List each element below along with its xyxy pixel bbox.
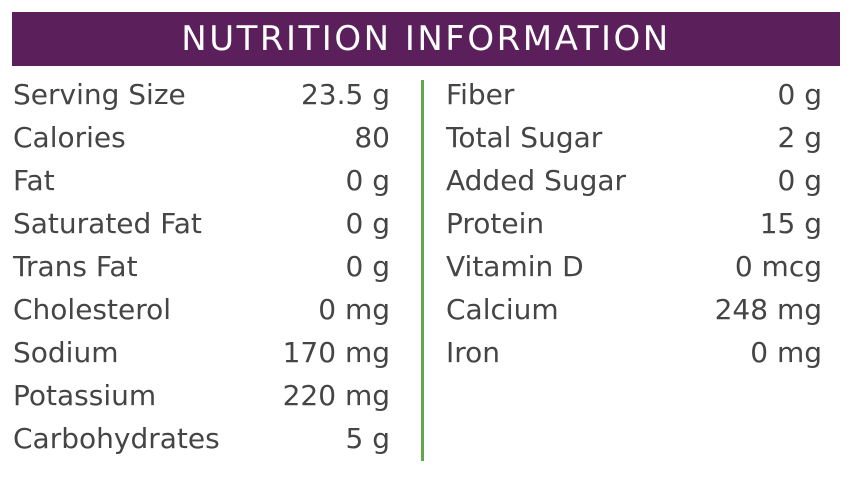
nutrient-value: 248 mg bbox=[714, 293, 822, 326]
nutrient-label: Saturated Fat bbox=[13, 207, 202, 240]
nutrient-label: Iron bbox=[446, 336, 501, 369]
nutrient-value: 170 mg bbox=[282, 336, 390, 369]
nutrient-label: Total Sugar bbox=[446, 121, 603, 154]
nutrient-label: Carbohydrates bbox=[13, 422, 220, 455]
nutrient-label: Serving Size bbox=[13, 78, 186, 111]
nutrient-value: 0 g bbox=[777, 78, 823, 111]
nutrient-value: 0 g bbox=[345, 250, 391, 283]
nutrient-value: 0 mg bbox=[318, 293, 390, 326]
nutrient-label: Potassium bbox=[13, 379, 157, 412]
nutrient-value: 5 g bbox=[345, 422, 391, 455]
nutrient-label: Sodium bbox=[13, 336, 119, 369]
nutrient-value: 0 mg bbox=[750, 336, 822, 369]
nutrient-value: 0 mcg bbox=[734, 250, 822, 283]
nutrient-label: Fat bbox=[13, 164, 55, 197]
nutrient-label: Trans Fat bbox=[13, 250, 138, 283]
nutrient-label: Vitamin D bbox=[446, 250, 584, 283]
nutrient-value: 220 mg bbox=[282, 379, 390, 412]
nutrient-label: Calories bbox=[13, 121, 126, 154]
column-divider bbox=[421, 80, 424, 461]
nutrient-label: Protein bbox=[446, 207, 545, 240]
nutrient-value: 15 g bbox=[759, 207, 822, 240]
nutrient-value: 0 g bbox=[777, 164, 823, 197]
nutrient-value: 80 bbox=[354, 121, 390, 154]
nutrient-value: 0 g bbox=[345, 164, 391, 197]
nutrient-value: 0 g bbox=[345, 207, 391, 240]
nutrient-value: 2 g bbox=[777, 121, 823, 154]
nutrient-label: Fiber bbox=[446, 78, 515, 111]
nutrient-value: 23.5 g bbox=[300, 78, 390, 111]
banner-title: NUTRITION INFORMATION bbox=[12, 12, 840, 66]
nutrient-label: Calcium bbox=[446, 293, 559, 326]
nutrient-label: Cholesterol bbox=[13, 293, 172, 326]
nutrient-label: Added Sugar bbox=[446, 164, 627, 197]
